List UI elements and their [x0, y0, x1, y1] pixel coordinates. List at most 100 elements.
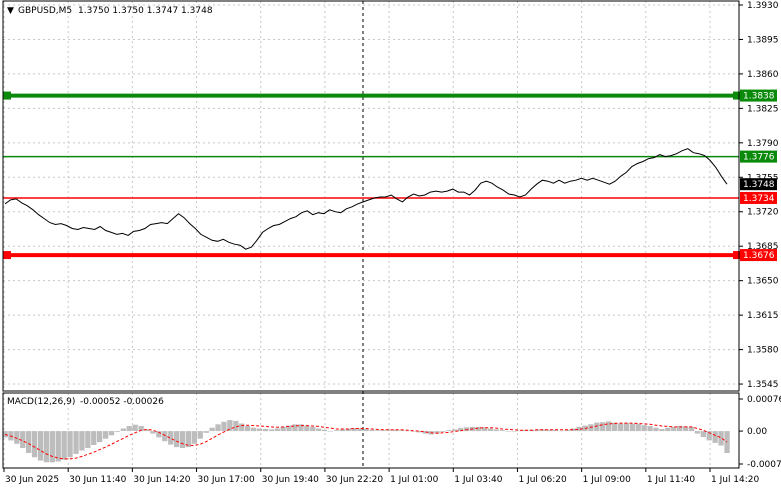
macd-bar [79, 431, 85, 451]
macd-bar [647, 426, 653, 432]
macd-bar [422, 431, 428, 434]
macd-bar [606, 421, 612, 432]
macd-bar [108, 431, 115, 436]
macd-bar [274, 428, 280, 431]
macd-bar [446, 430, 452, 431]
macd-bar [174, 431, 180, 448]
x-tick-label: 30 Jun 17:00 [198, 475, 255, 485]
macd-bar [381, 430, 387, 431]
macd-bar [262, 429, 268, 432]
macd-bar [600, 422, 606, 432]
macd-bar [49, 431, 55, 463]
macd-bar [168, 431, 174, 445]
level-handle[interactable] [3, 251, 11, 260]
macd-bar [552, 429, 558, 432]
macd-bar [31, 431, 38, 458]
current-price-label: 1.3748 [743, 180, 775, 190]
macd-bar [481, 427, 487, 432]
macd-bar [26, 431, 32, 453]
macd-bar [43, 431, 50, 463]
level-price-label: 1.3676 [743, 251, 775, 261]
macd-bar [677, 426, 683, 432]
x-tick-label: 30 Jun 22:20 [326, 475, 383, 485]
level-price-tag [740, 150, 777, 163]
macd-bar [256, 428, 263, 431]
macd-y-tick-label: 0.00076 [747, 395, 781, 405]
level-handle[interactable] [733, 91, 741, 100]
macd-bar [132, 424, 138, 431]
y-tick-label: 1.3860 [747, 70, 779, 80]
macd-bar [671, 426, 677, 432]
level-price-tag [740, 89, 777, 102]
macd-y-tick-label: 0.00 [747, 427, 767, 437]
collapse-arrow-icon[interactable]: ▼ [7, 6, 14, 16]
macd-bar [233, 420, 239, 431]
macd-bar [73, 431, 79, 454]
macd-bar [576, 426, 582, 432]
y-tick-label: 1.3650 [747, 277, 779, 287]
level-price-label: 1.3838 [743, 92, 775, 102]
level-handle[interactable] [3, 91, 11, 100]
macd-bar [487, 428, 493, 431]
macd-bar [327, 431, 334, 432]
y-tick-label: 1.3790 [747, 139, 779, 149]
macd-bar [712, 431, 718, 443]
macd-bar [280, 426, 286, 432]
macd-bar [706, 431, 712, 441]
macd-bar [245, 426, 251, 432]
macd-bar [345, 428, 351, 431]
macd-bar [304, 425, 310, 432]
macd-bar [126, 426, 132, 432]
macd-bar [387, 430, 393, 431]
x-tick-label: 1 Jul 09:00 [583, 475, 632, 485]
macd-bar [594, 422, 600, 431]
y-tick-label: 1.3825 [747, 104, 779, 114]
x-tick-label: 30 Jun 2025 [5, 475, 59, 485]
macd-bar [688, 426, 695, 432]
macd-bar [197, 431, 203, 439]
ohlc-values: 1.3750 1.3750 1.3747 1.3748 [78, 6, 213, 16]
macd-bar [617, 423, 624, 432]
x-tick-label: 1 Jul 11:40 [647, 475, 696, 485]
level-price-tag [740, 249, 777, 262]
level-handle[interactable] [733, 251, 741, 260]
macd-bar [659, 429, 665, 432]
macd-bar [499, 430, 505, 431]
macd-bar [250, 427, 257, 432]
macd-bar [434, 431, 440, 434]
macd-bar [114, 431, 121, 432]
macd-bar [209, 427, 215, 432]
macd-bar [321, 429, 328, 432]
macd-bar [440, 431, 446, 432]
macd-bar [97, 431, 103, 443]
macd-bar [375, 430, 381, 431]
macd-bar [493, 429, 499, 432]
macd-bar [67, 431, 73, 458]
y-tick-label: 1.3895 [747, 35, 779, 45]
macd-bar [724, 431, 730, 453]
macd-bar [55, 431, 61, 462]
symbol-label: GBPUSD,M5 [18, 6, 72, 16]
price-levels [3, 91, 741, 260]
macd-bar [120, 428, 126, 431]
macd-bar [546, 429, 553, 432]
x-tick-label: 30 Jun 14:20 [133, 475, 190, 485]
macd-bar [150, 431, 156, 434]
macd-bar [333, 430, 340, 431]
macd-signal-line [4, 422, 728, 460]
macd-bar [653, 427, 659, 432]
macd-bar [564, 429, 570, 432]
macd-bar [682, 426, 689, 431]
macd-bar [511, 431, 517, 432]
macd-bar [310, 426, 316, 432]
macd-label: MACD(12,26,9) [7, 397, 75, 407]
macd-bar [410, 431, 416, 432]
macd-bar [2, 431, 8, 438]
x-tick-label: 1 Jul 06:20 [518, 475, 567, 485]
macd-bar [392, 429, 399, 432]
macd-bar [316, 428, 322, 431]
macd-bar [185, 431, 192, 448]
